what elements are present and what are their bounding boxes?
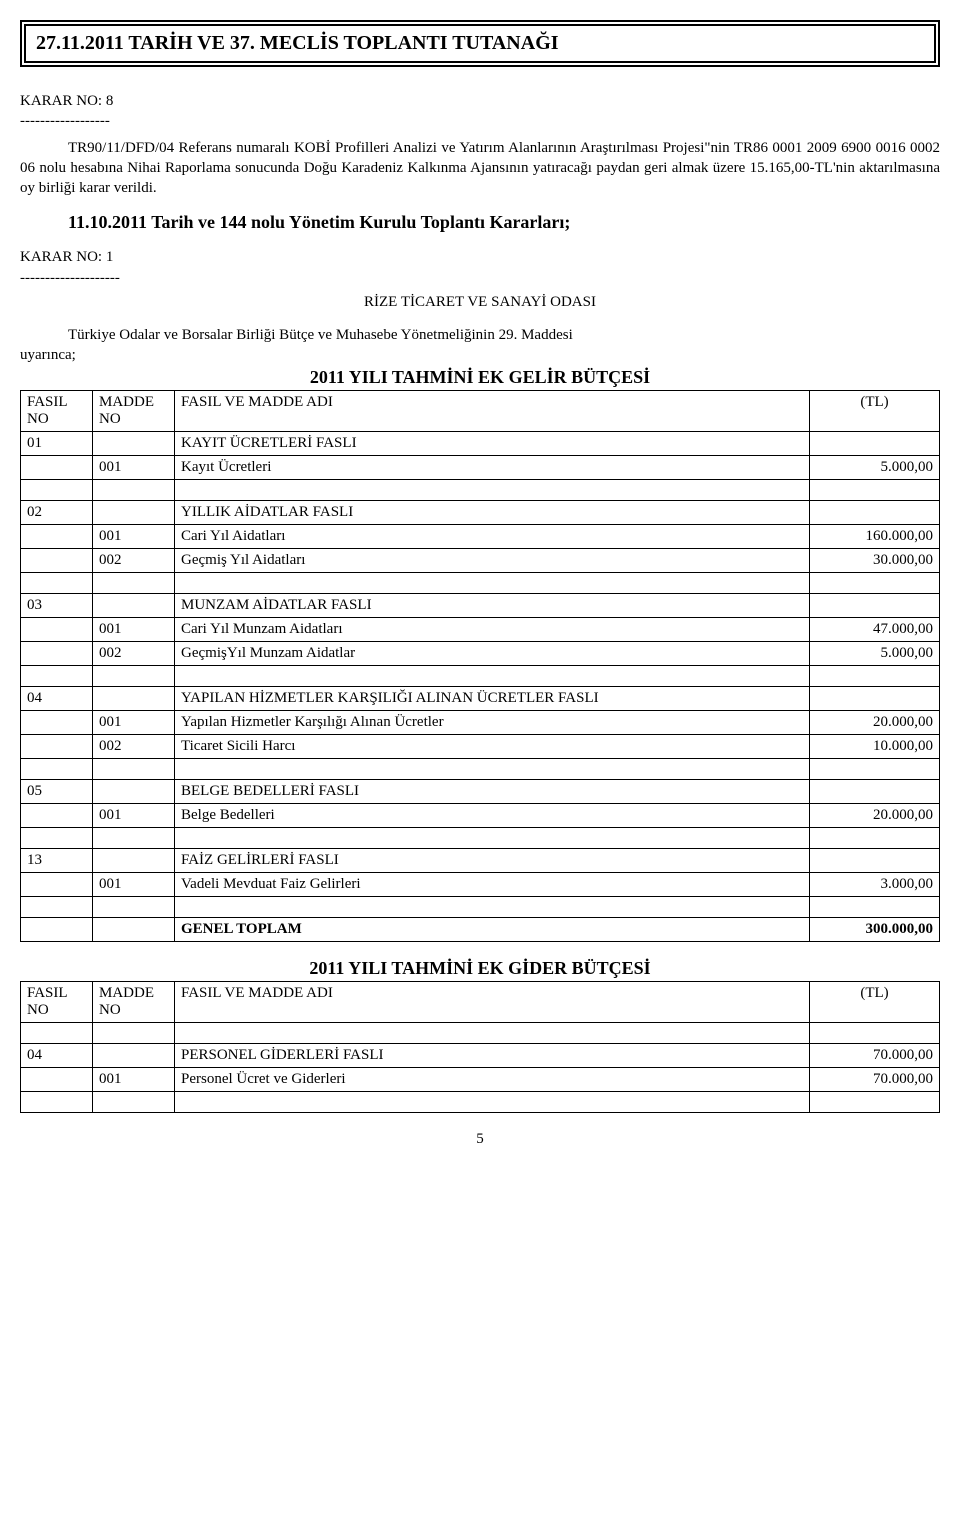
table-row: 02YILLIK AİDATLAR FASLI: [21, 501, 940, 525]
expense-budget-table: FASIL NO MADDE NO FASIL VE MADDE ADI (TL…: [20, 981, 940, 1113]
karar-8-body: TR90/11/DFD/04 Referans numaralı KOBİ Pr…: [20, 138, 940, 199]
table-row: 001Personel Ücret ve Giderleri70.000,00: [21, 1068, 940, 1092]
col-adi: FASIL VE MADDE ADI: [175, 982, 810, 1023]
table-row: 001Vadeli Mevduat Faiz Gelirleri3.000,00: [21, 873, 940, 897]
table-row: 04PERSONEL GİDERLERİ FASLI70.000,00: [21, 1044, 940, 1068]
karar-8-text: TR90/11/DFD/04 Referans numaralı KOBİ Pr…: [20, 140, 940, 197]
table-row: 03MUNZAM AİDATLAR FASLI: [21, 594, 940, 618]
subheading-yonetim-kurulu: 11.10.2011 Tarih ve 144 nolu Yönetim Kur…: [68, 212, 940, 233]
table-row: 01KAYIT ÜCRETLERİ FASLI: [21, 432, 940, 456]
table-total-row: GENEL TOPLAM300.000,00: [21, 918, 940, 942]
table-row: [21, 1092, 940, 1113]
table-header-row: FASIL NO MADDE NO FASIL VE MADDE ADI (TL…: [21, 391, 940, 432]
col-madde-no: MADDE NO: [93, 391, 175, 432]
table-row: 05BELGE BEDELLERİ FASLI: [21, 780, 940, 804]
table-row: 04YAPILAN HİZMETLER KARŞILIĞI ALINAN ÜCR…: [21, 687, 940, 711]
table-row: [21, 759, 940, 780]
table-row: 001Kayıt Ücretleri5.000,00: [21, 456, 940, 480]
table-row: 002GeçmişYıl Munzam Aidatlar5.000,00: [21, 642, 940, 666]
karar-1-dashes: --------------------: [20, 268, 940, 288]
col-fasil-no: FASIL NO: [21, 982, 93, 1023]
table-row: [21, 666, 940, 687]
col-tl: (TL): [810, 391, 940, 432]
total-label: GENEL TOPLAM: [175, 918, 810, 942]
table-header-row: FASIL NO MADDE NO FASIL VE MADDE ADI (TL…: [21, 982, 940, 1023]
income-budget-title: 2011 YILI TAHMİNİ EK GELİR BÜTÇESİ: [20, 367, 940, 388]
table-row: [21, 573, 940, 594]
page-number: 5: [20, 1131, 940, 1148]
table-row: [21, 1023, 940, 1044]
table-row: 002Geçmiş Yıl Aidatları30.000,00: [21, 549, 940, 573]
table-row: 001Belge Bedelleri20.000,00: [21, 804, 940, 828]
karar-1-intro-text: Türkiye Odalar ve Borsalar Birliği Bütçe…: [68, 327, 573, 343]
document-title-box: 27.11.2011 TARİH VE 37. MECLİS TOPLANTI …: [20, 20, 940, 67]
karar-1-intro: Türkiye Odalar ve Borsalar Birliği Bütçe…: [20, 325, 940, 345]
table-row: 001Yapılan Hizmetler Karşılığı Alınan Üc…: [21, 711, 940, 735]
expense-budget-title: 2011 YILI TAHMİNİ EK GİDER BÜTÇESİ: [20, 958, 940, 979]
col-fasil-no: FASIL NO: [21, 391, 93, 432]
col-tl: (TL): [810, 982, 940, 1023]
table-row: 13FAİZ GELİRLERİ FASLI: [21, 849, 940, 873]
col-adi: FASIL VE MADDE ADI: [175, 391, 810, 432]
document-title: 27.11.2011 TARİH VE 37. MECLİS TOPLANTI …: [36, 32, 924, 55]
table-row: 001Cari Yıl Munzam Aidatları47.000,00: [21, 618, 940, 642]
table-row: [21, 828, 940, 849]
karar-8-dashes: ------------------: [20, 111, 940, 131]
total-amount: 300.000,00: [810, 918, 940, 942]
organization-name: RİZE TİCARET VE SANAYİ ODASI: [20, 294, 940, 311]
table-row: [21, 480, 940, 501]
table-row: 001Cari Yıl Aidatları160.000,00: [21, 525, 940, 549]
karar-8-label: KARAR NO: 8: [20, 91, 940, 111]
table-row: 002Ticaret Sicili Harcı10.000,00: [21, 735, 940, 759]
col-madde-no: MADDE NO: [93, 982, 175, 1023]
uyarinca-label: uyarınca;: [20, 345, 940, 365]
table-row: [21, 897, 940, 918]
income-budget-table: FASIL NO MADDE NO FASIL VE MADDE ADI (TL…: [20, 390, 940, 942]
karar-1-label: KARAR NO: 1: [20, 247, 940, 267]
